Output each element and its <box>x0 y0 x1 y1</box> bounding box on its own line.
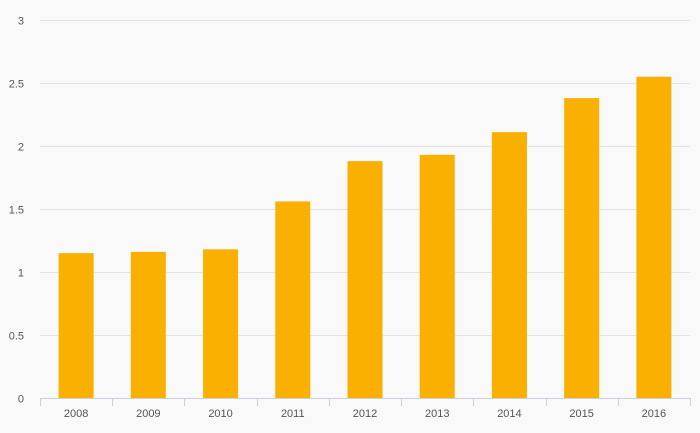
y-tick-label: 2 <box>18 142 24 154</box>
y-tick-label: 3 <box>18 16 24 28</box>
y-tick-label: 2.5 <box>9 79 24 91</box>
y-tick-label: 1 <box>18 268 24 280</box>
bar <box>58 253 94 398</box>
x-tick-label: 2009 <box>136 408 160 420</box>
x-tick-label: 2010 <box>208 408 232 420</box>
bar-series <box>58 76 672 399</box>
x-tick-label: 2013 <box>425 408 449 420</box>
bar <box>419 154 455 398</box>
x-tick-label: 2016 <box>642 408 666 420</box>
x-tick-label: 2011 <box>281 408 305 420</box>
x-tick-label: 2014 <box>497 408 521 420</box>
y-axis-tick-labels: 0 0.5 1 1.5 2 2.5 3 <box>9 16 24 406</box>
bar <box>275 201 311 398</box>
bar <box>347 161 383 398</box>
y-tick-label: 1.5 <box>9 205 24 217</box>
y-tick-label: 0.5 <box>9 331 24 343</box>
x-axis: 2008 2009 2010 2011 2012 2013 2014 2015 2016 <box>40 398 691 420</box>
bar <box>564 98 600 399</box>
x-tick-label: 2015 <box>569 408 593 420</box>
bar <box>491 132 527 398</box>
bar <box>203 249 239 398</box>
bar <box>130 251 166 398</box>
x-tick-label: 2008 <box>64 408 88 420</box>
bar <box>636 76 672 398</box>
y-tick-label: 0 <box>18 394 24 406</box>
x-tick-label: 2012 <box>353 408 377 420</box>
